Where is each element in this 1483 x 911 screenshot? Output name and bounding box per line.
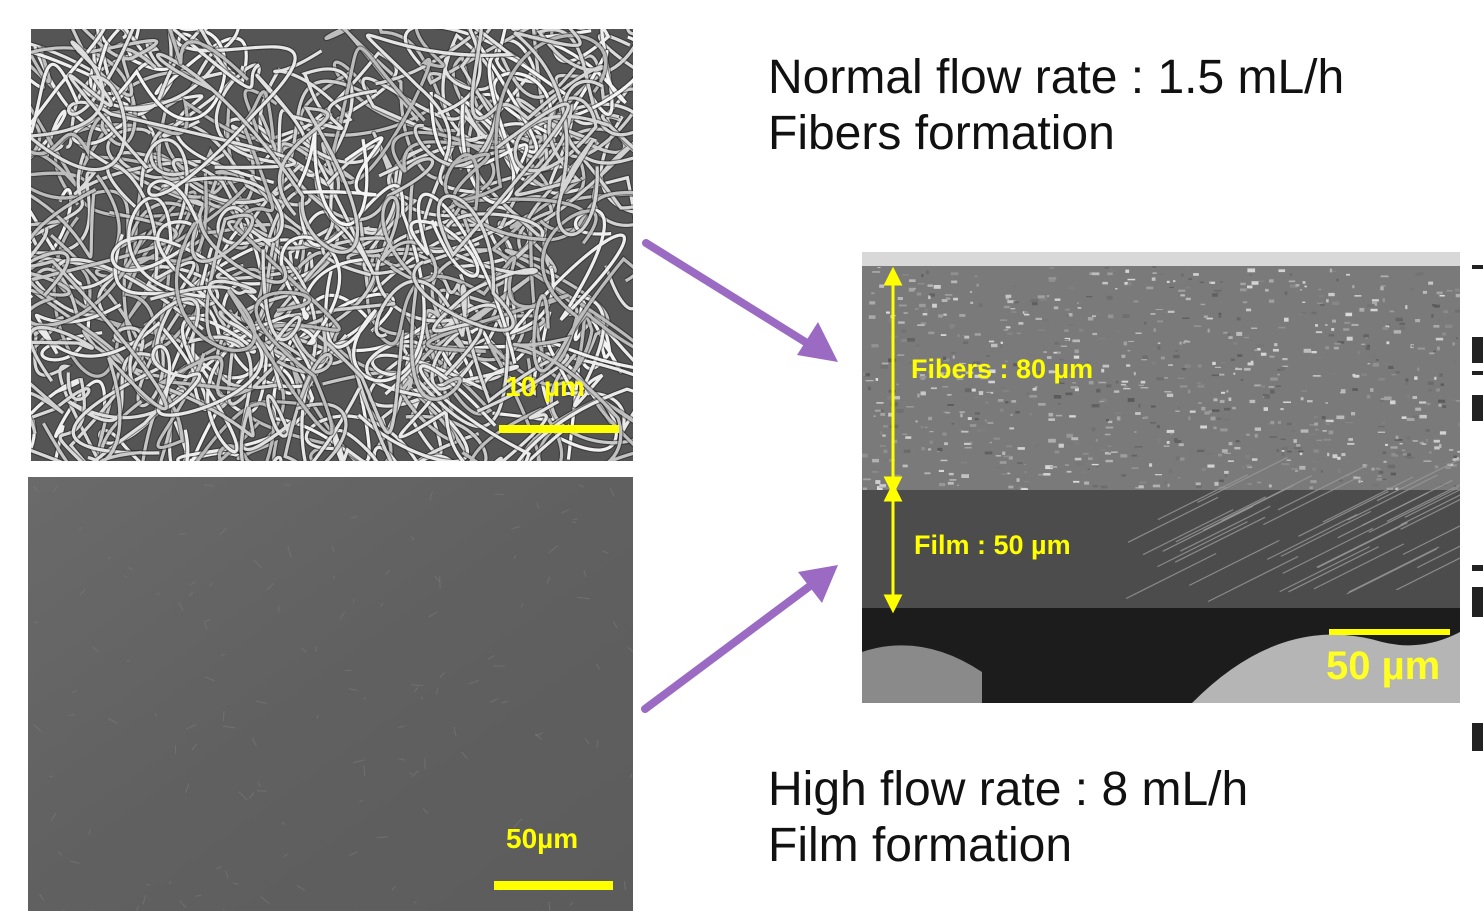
fibers-scale-bar xyxy=(499,425,619,433)
arrow-fibers-head xyxy=(797,322,838,362)
fiber-mat-texture xyxy=(31,29,633,461)
film-scale-bar xyxy=(494,881,613,890)
arrow-film-to-cross-section xyxy=(641,576,822,713)
film-surface-texture xyxy=(28,477,633,911)
film-layer-label: Film : 50 µm xyxy=(914,530,1071,560)
fibers-scale-label: 10 µm xyxy=(505,371,585,402)
sem-image-film-surface: 50µm xyxy=(28,477,633,911)
arrow-fibers-to-cross-section xyxy=(642,239,819,352)
cross-section-scale-bar xyxy=(1329,629,1450,635)
high-flow-caption: High flow rate : 8 mL/h Film formation xyxy=(768,762,1248,874)
sem-image-fibers-surface: 10 µm xyxy=(31,29,633,461)
fibers-formation-text: Fibers formation xyxy=(768,107,1115,160)
sem-image-cross-section: Fibers : 80 µm Film : 50 µm 50 µm xyxy=(862,252,1460,703)
normal-flow-caption: Normal flow rate : 1.5 mL/h Fibers forma… xyxy=(768,50,1344,162)
cross-section-texture xyxy=(862,252,1460,703)
cross-section-scale-label: 50 µm xyxy=(1326,644,1441,688)
film-scale-label: 50µm xyxy=(506,823,579,854)
layer-thickness-arrows xyxy=(883,266,903,614)
fibers-layer-label: Fibers : 80 µm xyxy=(911,354,1094,384)
high-flow-rate-text: High flow rate : 8 mL/h xyxy=(768,763,1249,816)
film-formation-text: Film formation xyxy=(768,819,1073,872)
normal-flow-rate-text: Normal flow rate : 1.5 mL/h xyxy=(768,51,1345,104)
cropped-edge-fragments xyxy=(1472,265,1483,765)
arrow-film-head xyxy=(798,565,838,603)
